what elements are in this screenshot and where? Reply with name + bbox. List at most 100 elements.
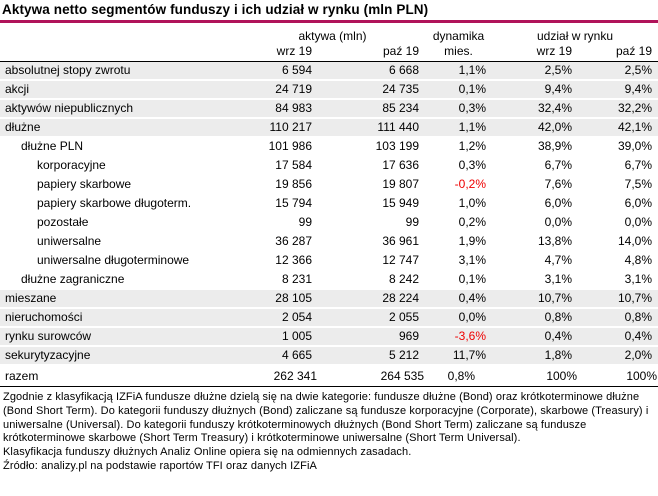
- dynamics-cell: 1,9%: [425, 232, 493, 252]
- assets-prev-cell: 19 856: [240, 175, 318, 195]
- table-footer: razem 262 341 264 535 0,8% 100% 100%: [0, 364, 658, 387]
- table-row: akcji 24 719 24 735 0,1% 9,4% 9,4%: [0, 80, 658, 100]
- row-label: dłużne zagraniczne: [0, 270, 240, 290]
- share-prev-cell: 10,7%: [492, 289, 579, 309]
- assets-curr-cell: 103 199: [318, 137, 426, 157]
- assets-curr-cell: 19 807: [318, 175, 426, 195]
- assets-curr-cell: 969: [318, 327, 426, 347]
- dynamics-cell: 1,2%: [425, 137, 493, 157]
- table-row: dłużne PLN 101 986 103 199 1,2% 38,9% 39,0%: [0, 137, 658, 157]
- assets-prev-header: wrz 19: [276, 44, 312, 58]
- assets-prev-cell: 6 594: [240, 61, 318, 81]
- row-label: absolutnej stopy zwrotu: [0, 61, 240, 81]
- dynamics-cell: 0,1%: [425, 270, 493, 290]
- assets-group-header: aktywa (mln): [298, 29, 367, 43]
- row-label: dłużne: [0, 118, 240, 138]
- assets-curr-cell: 36 961: [318, 232, 426, 252]
- assets-prev-cell: 84 983: [240, 99, 318, 119]
- assets-curr-cell: 99: [318, 213, 426, 233]
- label-column-header: [0, 23, 240, 44]
- row-label: akcji: [0, 80, 240, 100]
- dynamics-cell: 1,0%: [425, 194, 493, 214]
- share-prev-cell: 2,5%: [492, 61, 579, 81]
- share-curr-cell: 10,7%: [578, 289, 658, 309]
- row-label: pozostałe: [0, 213, 240, 233]
- total-row: razem 262 341 264 535 0,8% 100% 100%: [0, 364, 658, 387]
- table-row: uniwersalne 36 287 36 961 1,9% 13,8% 14,0%: [0, 232, 658, 252]
- share-curr-cell: 6,0%: [578, 194, 658, 214]
- share-prev-cell: 6,0%: [492, 194, 579, 214]
- share-prev-cell: 32,4%: [492, 99, 579, 119]
- table-row: uniwersalne długoterminowe 12 366 12 747 3,…: [0, 251, 658, 271]
- assets-prev-cell: 24 719: [240, 80, 318, 100]
- dynamics-cell: 1,1%: [425, 118, 493, 138]
- assets-prev-cell: 4 665: [240, 346, 318, 366]
- dynamics-cell: 0,3%: [425, 99, 493, 119]
- title-accent-rule: [0, 20, 658, 23]
- assets-curr-cell: 15 949: [318, 194, 426, 214]
- dynamics-cell: -0,2%: [425, 175, 493, 195]
- assets-prev-cell: 36 287: [240, 232, 318, 252]
- assets-curr-cell: 28 224: [318, 289, 426, 309]
- row-label: papiery skarbowe długoterm.: [0, 194, 240, 214]
- assets-curr-header: paź 19: [382, 44, 420, 58]
- share-prev-cell: 0,0%: [492, 213, 579, 233]
- assets-prev-cell: 15 794: [240, 194, 318, 214]
- row-label: dłużne PLN: [0, 137, 240, 157]
- label-column-subheader: [0, 44, 240, 62]
- share-prev-cell: 42,0%: [492, 118, 579, 138]
- table-row: aktywów niepublicznych 84 983 85 234 0,3% 32…: [0, 99, 658, 119]
- share-curr-cell: 4,8%: [578, 251, 658, 271]
- table-row: nieruchomości 2 054 2 055 0,0% 0,8% 0,8%: [0, 308, 658, 328]
- assets-curr-cell: 17 636: [318, 156, 426, 176]
- row-label: papiery skarbowe: [0, 175, 240, 195]
- row-label: uniwersalne długoterminowe: [0, 251, 240, 271]
- share-prev-cell: 4,7%: [492, 251, 579, 271]
- classification-note: Zgodnie z klasyfikacją IZFiA fundusze dł…: [3, 391, 649, 445]
- total-row-label: razem: [0, 364, 240, 387]
- share-curr-cell: 0,8%: [578, 308, 658, 328]
- share-prev-cell: 6,7%: [492, 156, 579, 176]
- share-prev-cell: 3,1%: [492, 270, 579, 290]
- table-body: absolutnej stopy zwrotu 6 594 6 668 1,1% 2,5…: [0, 61, 658, 366]
- row-label: uniwersalne: [0, 232, 240, 252]
- group-header-row: aktywa (mln) dynamika udział w rynku: [0, 23, 658, 44]
- share-prev-cell: 7,6%: [492, 175, 579, 195]
- page-title: Aktywa netto segmentów funduszy i ich ud…: [2, 2, 429, 17]
- share-curr-cell: 2,0%: [578, 346, 658, 366]
- share-curr-cell: 39,0%: [578, 137, 658, 157]
- assets-curr-cell: 12 747: [318, 251, 426, 271]
- total-assets-prev: 262 341: [240, 364, 318, 387]
- share-curr-cell: 14,0%: [578, 232, 658, 252]
- row-label: korporacyjne: [0, 156, 240, 176]
- assets-curr-cell: 2 055: [318, 308, 426, 328]
- assets-curr-cell: 8 242: [318, 270, 426, 290]
- table-row: dłużne 110 217 111 440 1,1% 42,0% 42,1%: [0, 118, 658, 138]
- dynamics-cell: 0,2%: [425, 213, 493, 233]
- assets-prev-cell: 1 005: [240, 327, 318, 347]
- dynamics-header: mies.: [444, 44, 473, 58]
- table-row: pozostałe 99 99 0,2% 0,0% 0,0%: [0, 213, 658, 233]
- table-row: absolutnej stopy zwrotu 6 594 6 668 1,1% 2,5…: [0, 61, 658, 81]
- table-row: papiery skarbowe długoterm. 15 794 15 949 1…: [0, 194, 658, 214]
- dynamics-cell: 1,1%: [425, 61, 493, 81]
- dynamics-cell: 0,0%: [425, 308, 493, 328]
- table-header: aktywa (mln) dynamika udział w rynku wrz…: [0, 23, 658, 62]
- share-curr-cell: 42,1%: [578, 118, 658, 138]
- assets-curr-cell: 85 234: [318, 99, 426, 119]
- assets-prev-cell: 110 217: [240, 118, 318, 138]
- share-prev-header: wrz 19: [536, 44, 573, 58]
- assets-prev-cell: 8 231: [240, 270, 318, 290]
- share-prev-cell: 9,4%: [492, 80, 579, 100]
- row-label: aktywów niepublicznych: [0, 99, 240, 119]
- table-row: sekurytyzacyjne 4 665 5 212 11,7% 1,8% 2,0%: [0, 346, 658, 366]
- dynamics-cell: 0,4%: [425, 289, 493, 309]
- assets-prev-cell: 2 054: [240, 308, 318, 328]
- dynamics-cell: 11,7%: [425, 346, 493, 366]
- share-prev-cell: 1,8%: [492, 346, 579, 366]
- table-row: mieszane 28 105 28 224 0,4% 10,7% 10,7%: [0, 289, 658, 309]
- share-curr-cell: 3,1%: [578, 270, 658, 290]
- share-prev-cell: 38,9%: [492, 137, 579, 157]
- total-assets-curr: 264 535: [318, 364, 426, 387]
